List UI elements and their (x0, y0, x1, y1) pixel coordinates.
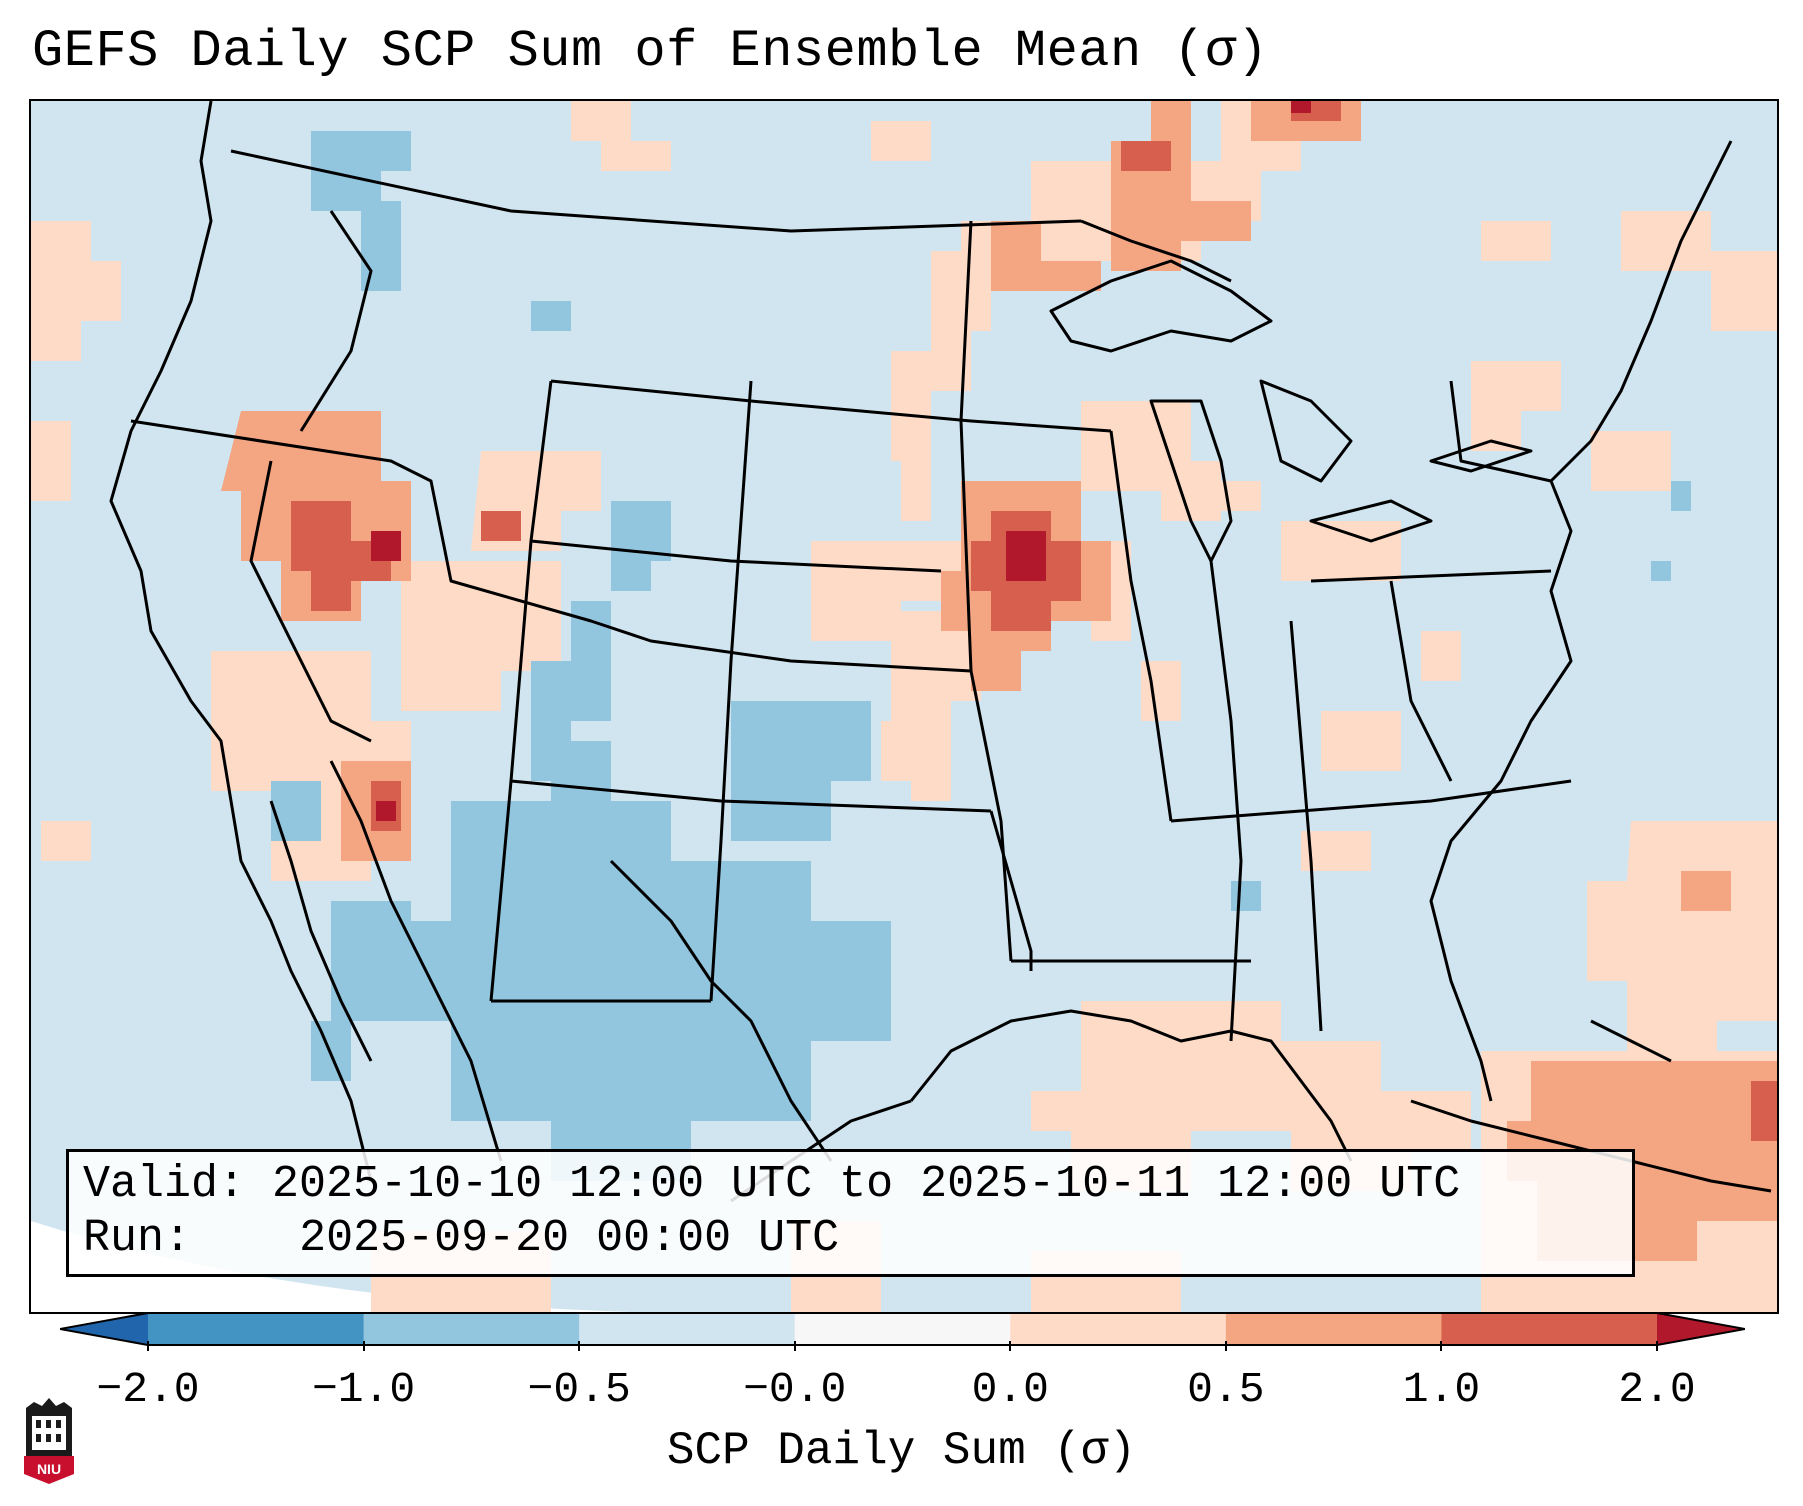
new-york-line (1449, 380, 1552, 483)
lake-michigan (1149, 399, 1233, 563)
colorado-east-line (709, 380, 753, 1002)
run-label: Run: (83, 1213, 192, 1264)
colorbar-extend-low (60, 1312, 148, 1346)
state-line-95w (959, 220, 1013, 962)
colorbar-tick-mark (1656, 1341, 1658, 1351)
run-value: 2025-09-20 00:00 UTC (299, 1213, 840, 1264)
pennsylvania-south-line (1310, 569, 1552, 583)
domain-edge-left (31, 1221, 631, 1312)
colorbar-tick-mark (1009, 1341, 1012, 1351)
negative-anomaly-layer (271, 131, 1691, 1181)
illinois-west-line (1109, 430, 1173, 822)
atlantic-coastline (1429, 140, 1733, 1102)
canada-border-west (230, 149, 1082, 233)
gulf-of-california-coast (329, 760, 503, 1162)
colorbar-tick-label: 0.5 (1187, 1365, 1265, 1414)
pacific-coastline (109, 101, 373, 1182)
state-line-36n (1170, 779, 1572, 823)
state-line-42n (130, 419, 972, 673)
logo-text: NIU (37, 1461, 61, 1477)
map-panel (29, 99, 1779, 1314)
colorbar-tick-label: −1.0 (311, 1365, 416, 1414)
nevada-border (249, 460, 372, 743)
colorbar-tick-mark (147, 1341, 149, 1351)
canada-border-lakes (1080, 219, 1232, 283)
state-line-41n (530, 539, 942, 573)
colorbar-segment (1010, 1312, 1227, 1346)
lake-huron (1259, 379, 1353, 483)
colorbar-tick-mark (1224, 1341, 1227, 1351)
colorbar-segment (794, 1312, 1011, 1346)
indiana-mississippi-line (1209, 560, 1243, 1042)
colorbar-tick-label: −2.0 (96, 1365, 200, 1414)
colorbar-svg (59, 1312, 1746, 1346)
boundaries-layer (109, 101, 1772, 1203)
appalachian-line (1389, 580, 1453, 782)
state-line-45n (550, 379, 1112, 433)
colorbar-segment (1441, 1312, 1658, 1346)
colorbar-tick-label: −0.5 (527, 1365, 631, 1414)
colorbar-tick-label: −0.0 (743, 1365, 847, 1414)
baja-coastline (269, 800, 373, 1062)
texas-oklahoma-line (989, 810, 1033, 971)
colorbar-tick-mark (362, 1341, 365, 1351)
colorbar-tick-mark (793, 1341, 796, 1351)
lake-superior (1049, 259, 1273, 353)
colorbar (59, 1312, 1746, 1346)
lake-erie (1309, 499, 1433, 543)
valid-run-info-box: Valid: 2025-10-10 12:00 UTC to 2025-10-1… (66, 1149, 1635, 1277)
lake-ontario (1429, 439, 1533, 473)
colorbar-tick-mark (1440, 1341, 1443, 1351)
idaho-border (299, 210, 373, 432)
chart-title: GEFS Daily SCP Sum of Ensemble Mean (σ) (32, 22, 1269, 81)
colorbar-tick-mark (578, 1341, 581, 1351)
colorbar-segment (363, 1312, 580, 1346)
colorbar-segment (148, 1312, 365, 1346)
state-line-37n (510, 779, 992, 813)
colorbar-tick-label: 0.0 (971, 1365, 1049, 1414)
colorbar-tick-label: 2.0 (1618, 1365, 1696, 1414)
colorado-west-line (489, 380, 553, 1002)
colorbar-segment (1225, 1312, 1442, 1346)
colorbar-extend-high (1657, 1312, 1745, 1346)
valid-value: 2025-10-10 12:00 UTC to 2025-10-11 12:00… (272, 1159, 1461, 1210)
valid-label: Valid: (83, 1159, 246, 1210)
gulf-coastline (909, 1009, 1353, 1162)
colorbar-tick-label: 1.0 (1402, 1365, 1481, 1414)
alabama-line (1289, 620, 1323, 1032)
bahamas-outline (1590, 1019, 1672, 1063)
colorbar-label: SCP Daily Sum (σ) (666, 1425, 1137, 1477)
colorbar-segment (579, 1312, 796, 1346)
niu-building-logo-icon: NIU (24, 1398, 74, 1484)
rio-grande (609, 859, 833, 1162)
map-canvas (31, 101, 1777, 1312)
